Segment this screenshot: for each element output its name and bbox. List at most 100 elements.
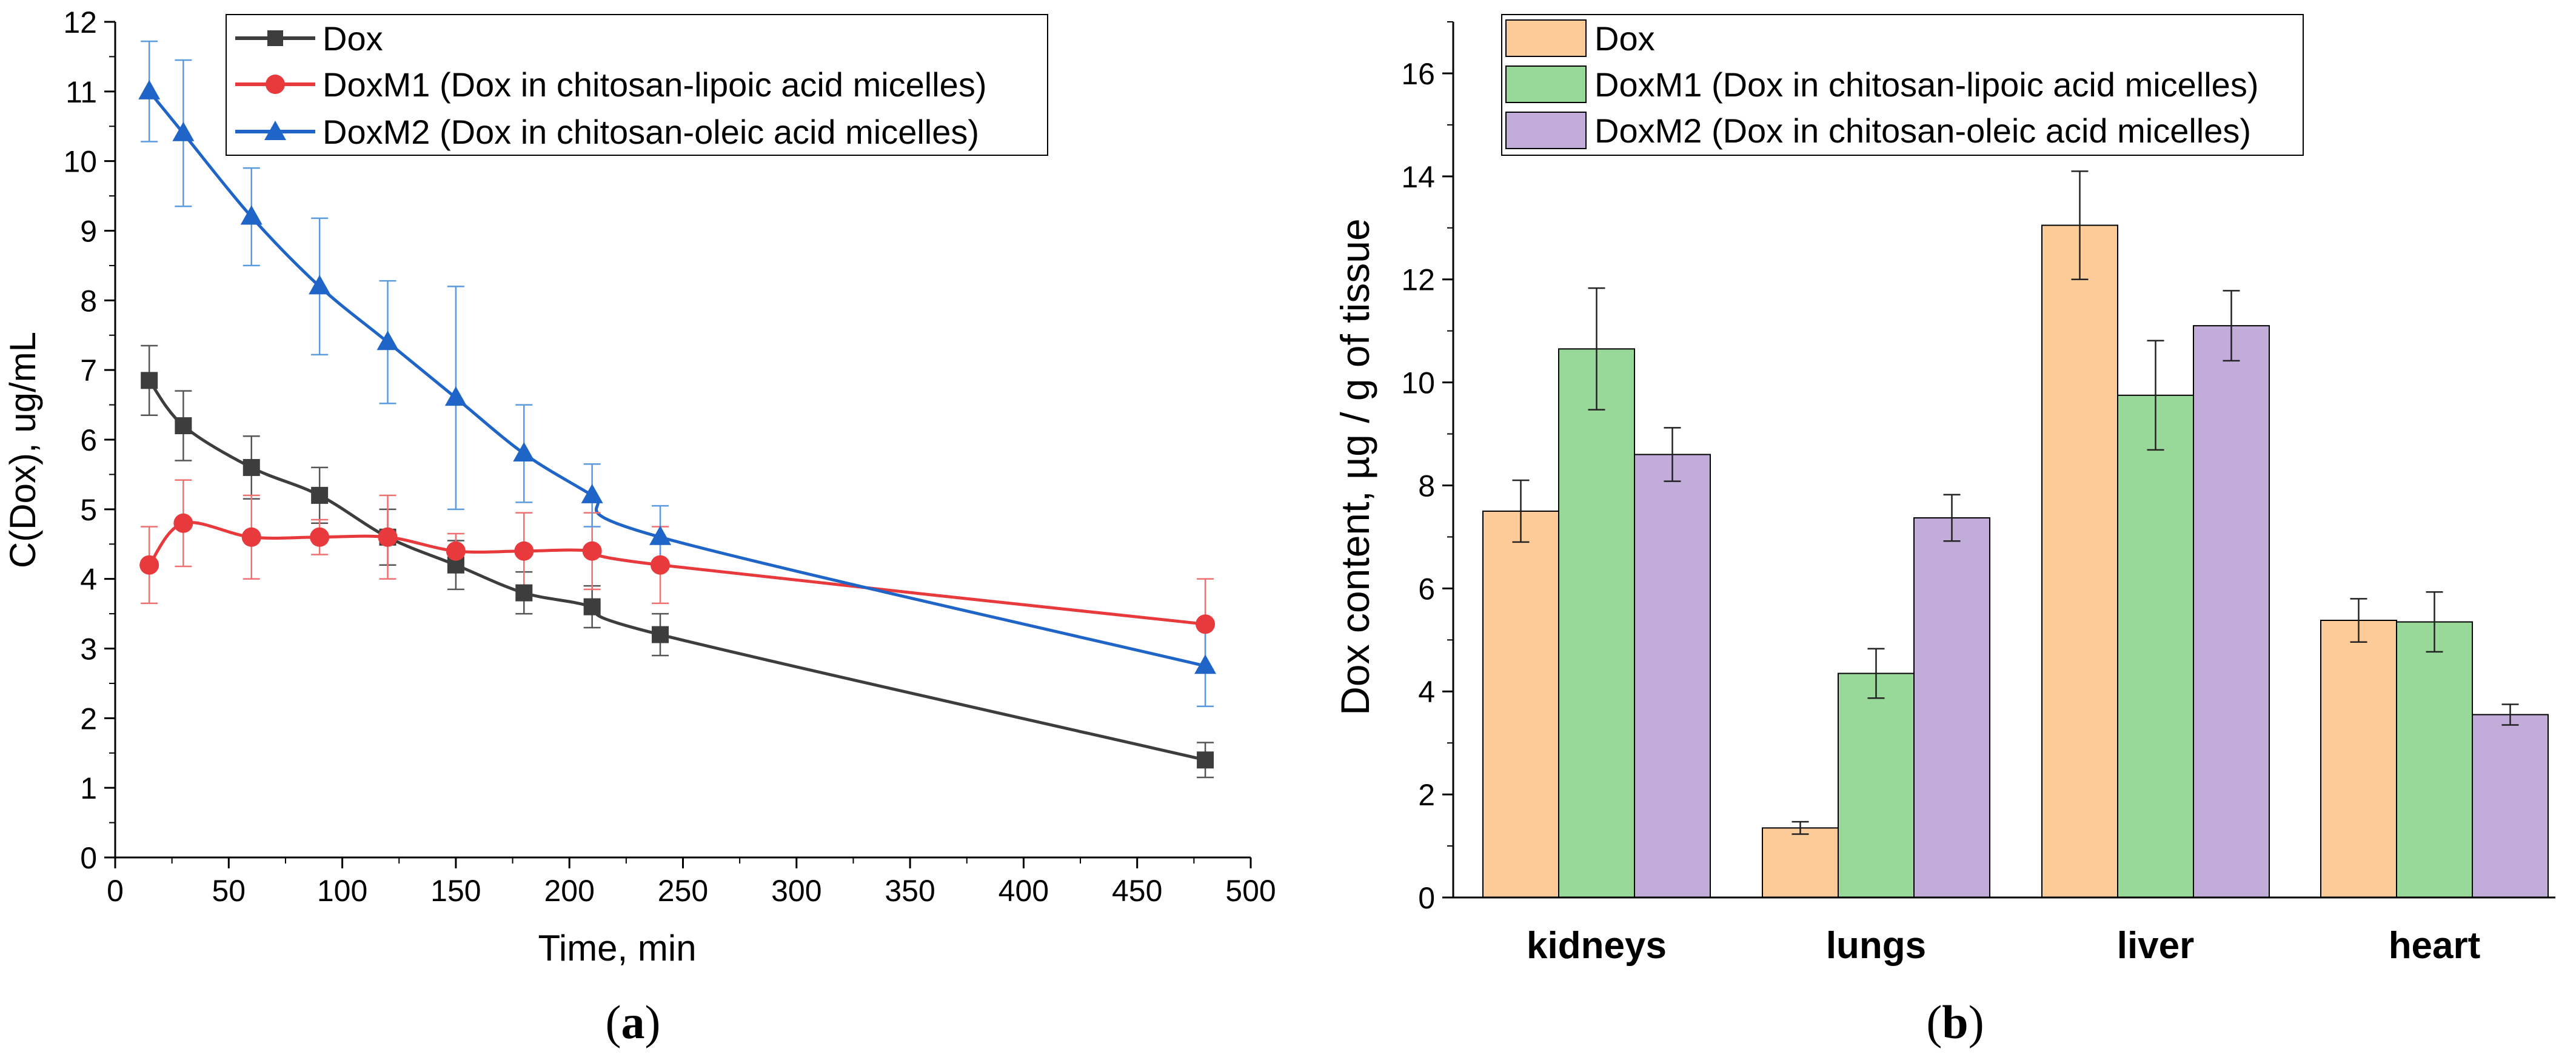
a-data-point-doxm1 <box>241 527 261 547</box>
a-data-point-doxm1 <box>1196 614 1216 634</box>
b-error-bar <box>2426 591 2443 653</box>
a-y-tick-label: 5 <box>80 493 97 527</box>
a-x-tick-label: 150 <box>430 874 481 908</box>
a-x-tick-label: 400 <box>999 874 1049 908</box>
b-y-tick-label: 4 <box>1418 675 1435 709</box>
a-data-point-doxm2 <box>1194 654 1217 674</box>
a-data-point-dox <box>1197 751 1214 769</box>
a-series-lines <box>148 90 1206 762</box>
bar-lungs-dox <box>1762 827 1839 899</box>
a-y-tick-label: 6 <box>80 423 97 457</box>
bar-lungs-doxm2 <box>1913 517 1990 898</box>
a-data-point-doxm2 <box>240 205 263 225</box>
a-data-point-dox <box>141 372 158 389</box>
b-error-bar <box>1512 479 1530 543</box>
a-x-tick-label: 250 <box>658 874 708 908</box>
panel-b-bar-chart: 0 2 4 6 8 10 12 14 16 kidneys lungs liver heart Dox… <box>1333 14 2555 1048</box>
b-bars <box>1482 224 2549 899</box>
b-legend-label: Dox <box>1594 19 1655 58</box>
bar-liver-doxm2 <box>2193 325 2270 898</box>
bar-heart-doxm2 <box>2472 714 2549 899</box>
b-error-bar <box>1588 287 1605 411</box>
a-markers <box>138 79 1217 769</box>
a-x-tick-label: 50 <box>212 874 246 908</box>
b-category-label-kidneys: kidneys <box>1527 925 1667 967</box>
b-y-tick-label: 2 <box>1418 778 1435 812</box>
bar-liver-doxm1 <box>2117 394 2194 898</box>
a-y-tick-label: 9 <box>80 215 97 249</box>
a-data-point-doxm2 <box>513 441 535 461</box>
legend-swatch <box>1505 112 1587 149</box>
a-x-tick-label: 100 <box>317 874 367 908</box>
panel-a-line-chart: 0 50 100 150 200 250 300 350 400 450 500 012345678… <box>2 5 1276 1048</box>
a-data-point-dox <box>652 626 669 643</box>
b-category-label-heart: heart <box>2389 925 2481 967</box>
a-series-line-doxm1 <box>148 521 1206 626</box>
a-legend: Dox DoxM1 (Dox in chitosan-lipoic acid m… <box>226 14 1048 156</box>
bar-liver-dox <box>2041 224 2118 898</box>
b-category-label-lungs: lungs <box>1826 925 1926 967</box>
a-data-point-doxm2 <box>172 121 195 141</box>
b-error-bar <box>1867 648 1885 699</box>
a-series-line-doxm2 <box>148 90 1206 668</box>
b-y-tick-label: 14 <box>1401 160 1435 194</box>
legend-swatch <box>1505 65 1587 103</box>
a-x-tick-label: 450 <box>1112 874 1162 908</box>
a-y-tick-label: 12 <box>63 5 97 39</box>
legend-triangle-marker-icon <box>264 121 286 140</box>
a-x-tick-label: 500 <box>1225 874 1276 908</box>
a-data-point-doxm2 <box>138 79 161 99</box>
a-legend-item-dox: Dox <box>235 19 383 58</box>
a-data-point-doxm2 <box>376 330 399 351</box>
b-y-tick-label: 16 <box>1401 57 1435 91</box>
a-y-tick-label: 0 <box>80 841 97 875</box>
b-axes <box>1452 22 2555 899</box>
b-legend-item-doxm2: DoxM2 (Dox in chitosan-oleic acid micell… <box>1505 112 2251 150</box>
bar-lungs-doxm1 <box>1838 673 1915 898</box>
b-y-tick-label: 0 <box>1418 881 1435 915</box>
legend-circle-marker-icon <box>266 75 285 94</box>
a-data-point-dox <box>311 486 329 504</box>
b-error-bar <box>2501 703 2519 726</box>
bar-kidneys-dox <box>1482 510 1559 898</box>
b-legend-label: DoxM1 (Dox in chitosan-lipoic acid micel… <box>1594 65 2258 104</box>
b-y-ticks: 0 2 4 6 8 10 12 14 16 <box>1401 21 1453 915</box>
b-legend-frame <box>1501 14 2304 156</box>
b-y-tick-label: 8 <box>1418 469 1435 503</box>
b-y-tick-label: 12 <box>1401 263 1435 297</box>
a-x-tick-label: 300 <box>771 874 821 908</box>
a-legend-item-doxm1: DoxM1 (Dox in chitosan-lipoic acid micel… <box>235 65 986 104</box>
a-data-point-doxm1 <box>139 555 159 575</box>
a-data-point-dox <box>175 417 192 435</box>
b-y-tick-label: 10 <box>1401 366 1435 400</box>
b-legend: Dox DoxM1 (Dox in chitosan-lipoic acid m… <box>1501 14 2304 156</box>
legend-swatch <box>1505 19 1587 57</box>
b-error-bar <box>1791 820 1809 835</box>
a-data-point-doxm1 <box>514 541 534 561</box>
a-data-point-dox <box>583 598 601 616</box>
a-y-tick-label: 11 <box>65 75 97 109</box>
a-data-point-dox <box>515 584 533 602</box>
a-y-tick-label: 7 <box>80 354 97 387</box>
a-data-point-doxm1 <box>173 513 193 533</box>
a-legend-label: DoxM2 (Dox in chitosan-oleic acid micell… <box>323 113 979 151</box>
b-error-bar <box>2350 598 2367 643</box>
b-category-label-liver: liver <box>2117 925 2195 967</box>
a-y-tick-label: 10 <box>63 145 97 179</box>
bar-heart-doxm1 <box>2396 621 2473 898</box>
bar-heart-dox <box>2320 620 2397 898</box>
b-error-bar <box>1943 494 1961 542</box>
a-data-point-doxm1 <box>582 541 602 561</box>
a-data-point-doxm1 <box>378 527 398 547</box>
a-y-tick-label: 1 <box>80 771 97 805</box>
b-error-bars <box>1512 170 2519 835</box>
a-y-tick-label: 2 <box>80 702 97 736</box>
a-x-tick-label: 0 <box>107 874 124 908</box>
a-data-point-doxm2 <box>309 275 331 295</box>
b-error-bar <box>2147 340 2164 451</box>
a-data-point-doxm2 <box>581 483 603 503</box>
a-series-line-dox <box>148 379 1206 762</box>
a-data-point-doxm1 <box>446 541 466 561</box>
a-data-point-dox <box>243 458 260 476</box>
b-legend-item-dox: Dox <box>1505 19 1655 58</box>
